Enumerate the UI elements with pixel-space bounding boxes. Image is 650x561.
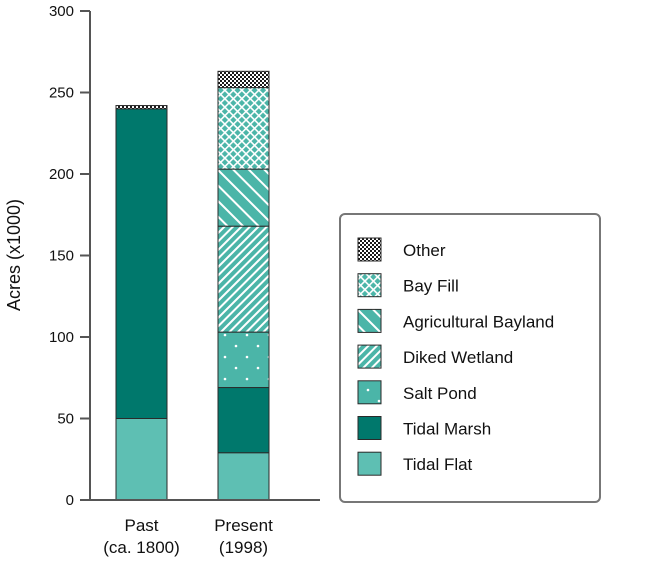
legend-label: Tidal Marsh (403, 420, 491, 439)
legend-swatch (357, 416, 382, 440)
bar-segment-bay-fill (217, 87, 270, 170)
bar-segment-salt-pond (217, 331, 270, 389)
x-category-label: Past (ca. 1800) (103, 516, 180, 557)
bar-segment-tidal-flat (217, 452, 270, 501)
legend-items: Other Bay Fill Agricultural Bayland Diked W… (357, 237, 554, 476)
bar-segment-agricultural-bayland (217, 168, 270, 227)
legend-label: Diked Wetland (403, 348, 513, 367)
bar-segment-tidal-flat (115, 418, 168, 501)
legend-swatch (357, 380, 382, 405)
bar-segment-diked-wetland (217, 225, 270, 333)
bar-segment-other (115, 105, 168, 110)
x-category-label: Present (1998) (214, 516, 273, 557)
legend: Other Bay Fill Agricultural Bayland Diked W… (339, 213, 601, 503)
bar-segment-tidal-marsh (217, 387, 270, 454)
y-tick-label: 300 (49, 3, 74, 20)
bar-segment-other (217, 70, 270, 89)
legend-label: Bay Fill (403, 277, 459, 296)
y-axis: 0 50 100 150 200 250 300 (49, 3, 91, 509)
bars (115, 70, 270, 501)
legend-swatch (357, 451, 382, 476)
y-tick-label: 250 (49, 85, 74, 102)
legend-label: Salt Pond (403, 384, 477, 403)
x-axis: Past (ca. 1800) Present (1998) (90, 499, 320, 557)
y-axis-title: Acres (x1000) (4, 199, 24, 311)
bar-segment-tidal-marsh (115, 108, 168, 420)
legend-label: Agricultural Bayland (403, 312, 554, 331)
legend-swatch (357, 308, 382, 333)
legend-frame (339, 213, 601, 503)
y-tick-label: 150 (49, 248, 74, 265)
y-tick-label: 100 (49, 329, 74, 346)
legend-swatch (357, 273, 382, 298)
legend-swatch (357, 237, 382, 262)
y-tick-label: 50 (57, 411, 74, 428)
legend-label: Tidal Flat (403, 455, 473, 474)
y-tick-label: 0 (66, 492, 74, 509)
y-tick-label: 200 (49, 166, 74, 183)
legend-label: Other (403, 241, 446, 260)
legend-swatch (357, 344, 382, 369)
